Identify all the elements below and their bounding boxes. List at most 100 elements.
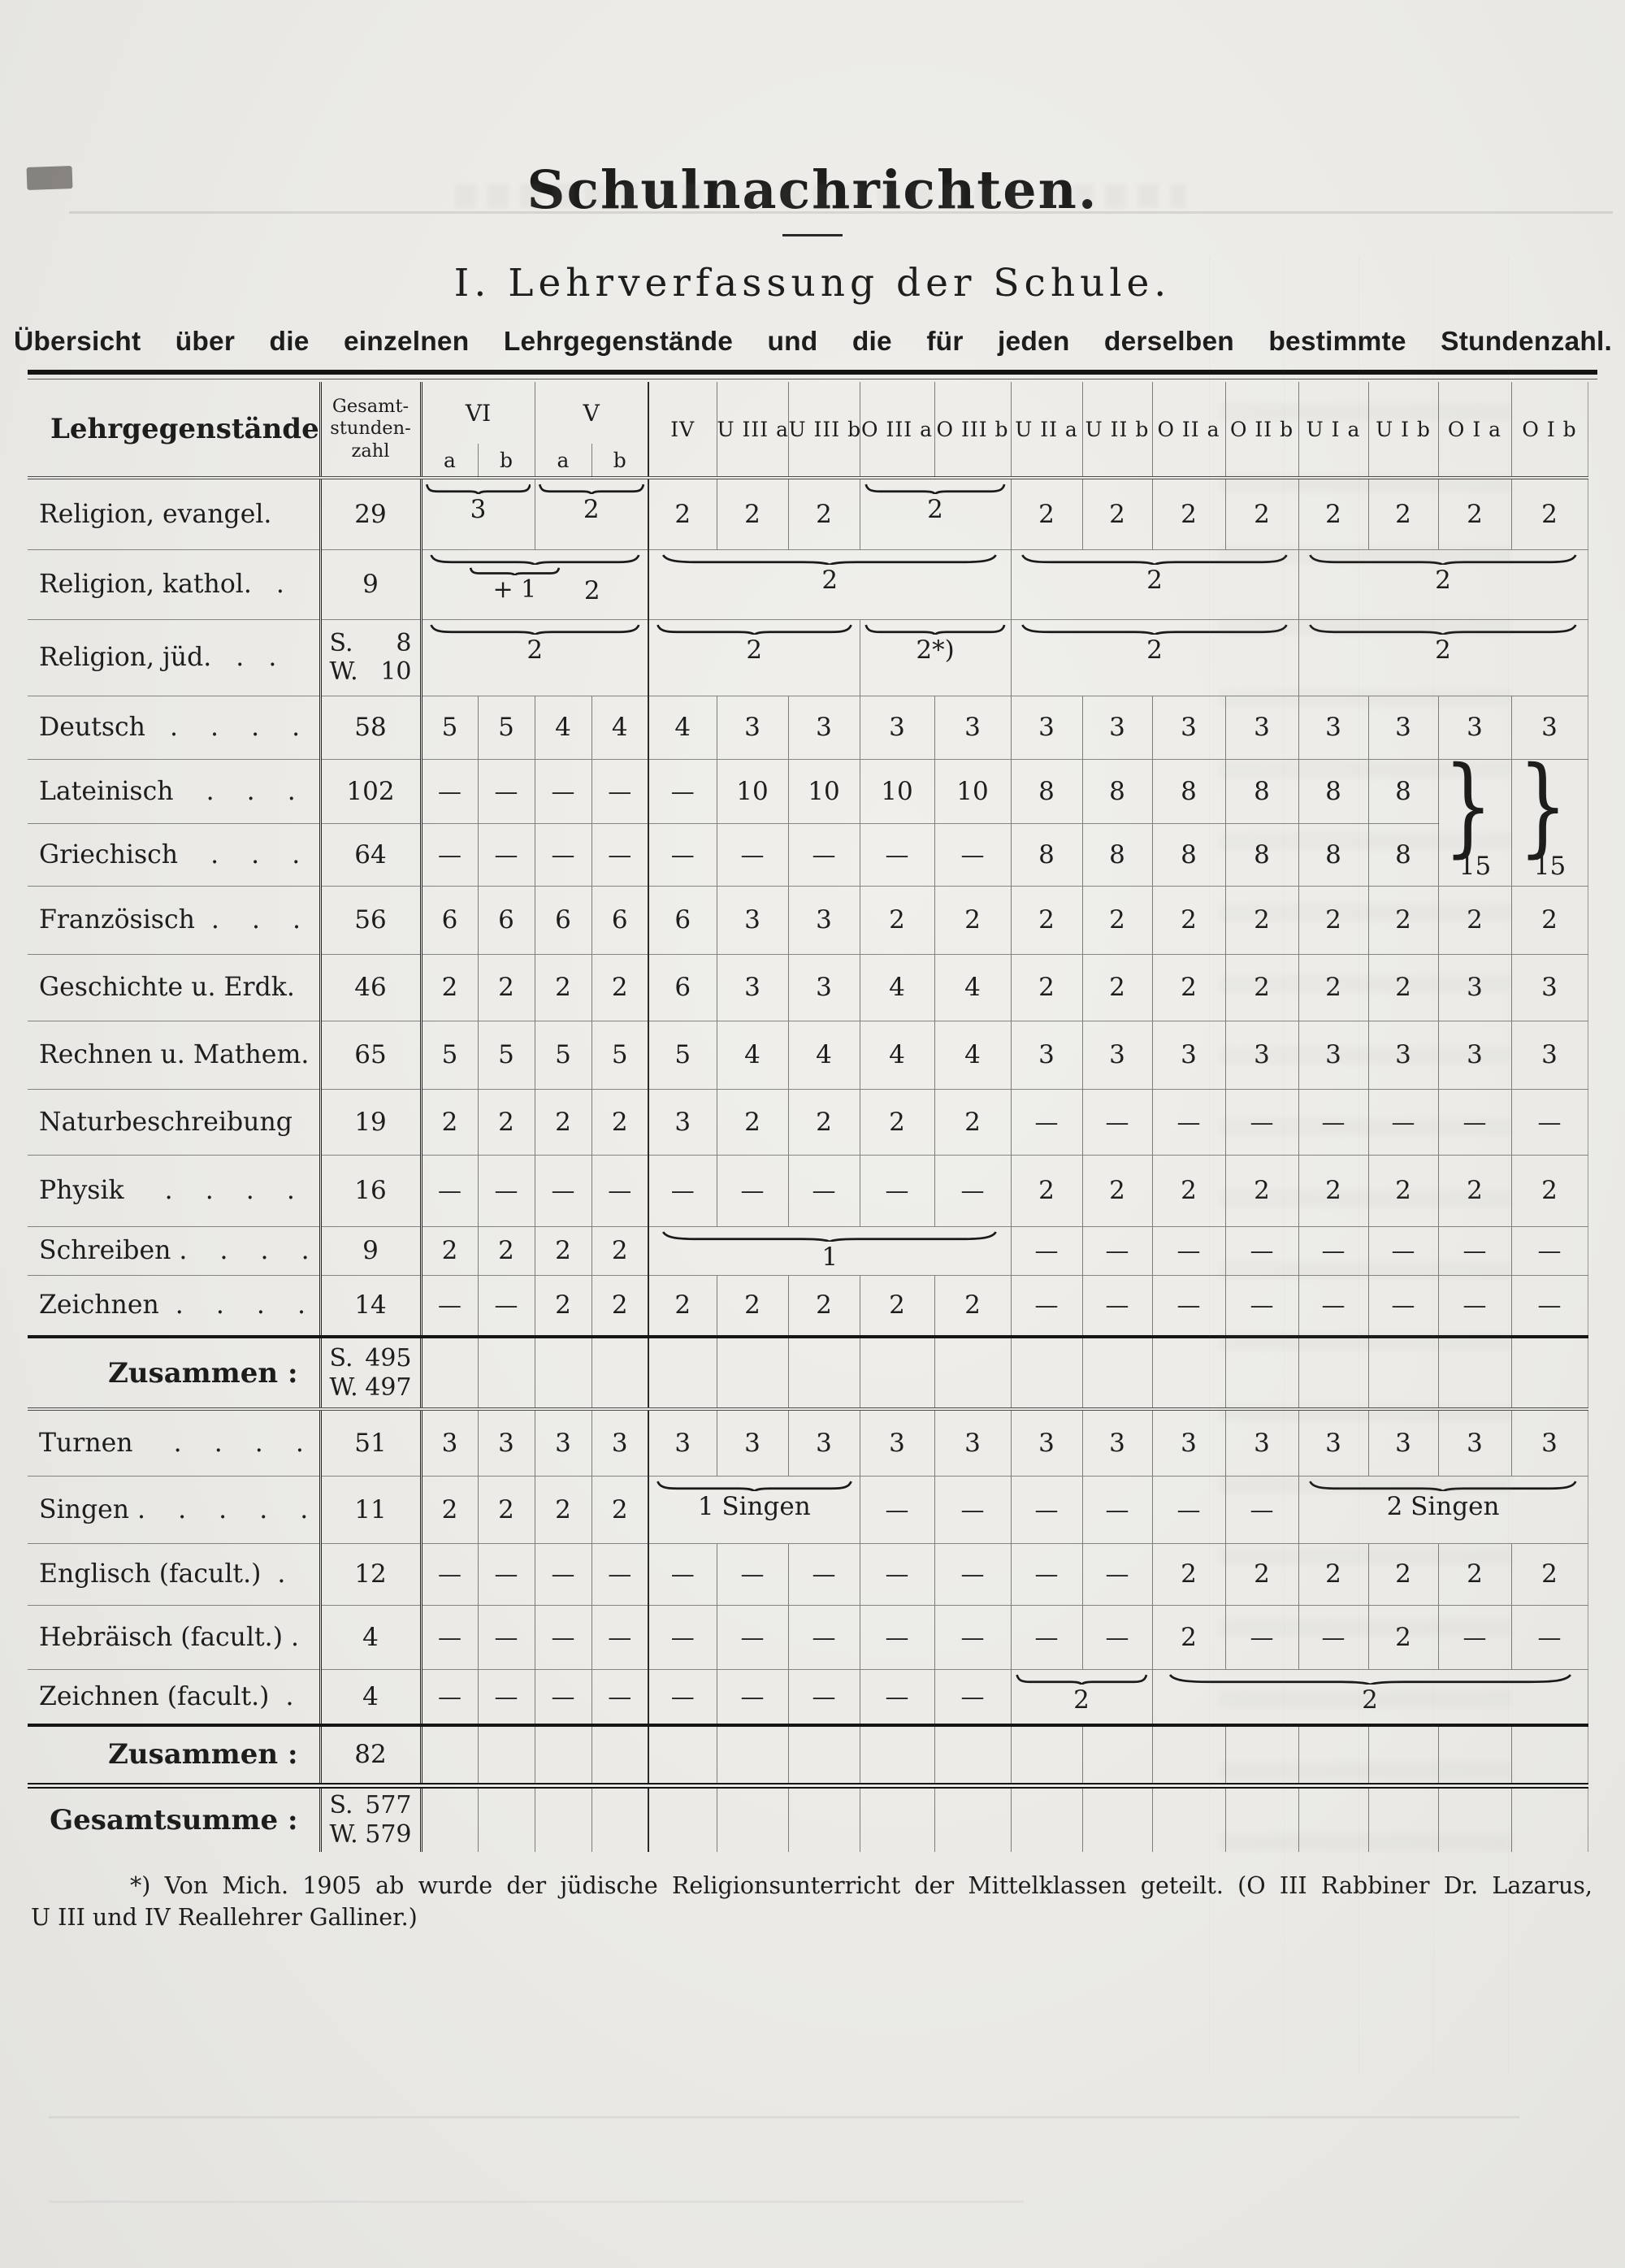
empty-cell — [1367, 1782, 1439, 1852]
empty-cell — [1510, 1335, 1588, 1409]
row-total: 4 — [318, 1668, 421, 1725]
header-class: U II a — [1010, 382, 1083, 478]
empty-cell — [477, 1724, 535, 1785]
empty-cell — [591, 1782, 649, 1852]
hours-cell: 3 — [1151, 695, 1226, 759]
hours-cell: 2 — [1510, 885, 1588, 954]
brace-group-cell: 2 — [1298, 618, 1588, 696]
empty-cell — [534, 1335, 592, 1409]
empty-cell — [534, 1782, 592, 1852]
hours-cell: 3 — [1298, 1407, 1369, 1476]
hours-cell: 8 — [1081, 758, 1153, 823]
hours-cell: — — [419, 1154, 478, 1226]
hours-cell: — — [591, 1604, 649, 1669]
hours-cell: 5 — [477, 1020, 535, 1089]
hours-cell: 10 — [859, 758, 935, 823]
hours-cell: — — [419, 758, 478, 823]
underbrace-icon — [1307, 554, 1579, 565]
empty-cell — [1010, 1782, 1083, 1852]
hours-cell: 8 — [1081, 822, 1153, 886]
hours-cell: 5 — [591, 1020, 649, 1089]
hours-cell: 2 — [1298, 953, 1369, 1021]
hours-cell: 2 — [477, 1225, 535, 1275]
hours-cell: 2 — [1151, 1604, 1226, 1669]
hours-cell: — — [1151, 1475, 1226, 1543]
hours-cell: 4 — [787, 1020, 860, 1089]
hours-cell: — — [1437, 1225, 1512, 1275]
underbrace-icon — [1020, 554, 1289, 565]
hours-cell: — — [1367, 1274, 1439, 1337]
hours-cell: — — [477, 1274, 535, 1337]
brace-group-cell: 2*) — [859, 618, 1012, 696]
hours-cell: 3 — [1437, 953, 1512, 1021]
hours-cell: 2 — [1010, 1154, 1083, 1226]
row-label: Hebräisch (facult.) . — [28, 1604, 320, 1669]
hours-cell: — — [934, 1604, 1012, 1669]
row-total: 51 — [318, 1407, 421, 1476]
hours-cell: 5 — [534, 1020, 592, 1089]
underbrace-icon — [1307, 624, 1579, 635]
hours-cell: — — [1010, 1088, 1083, 1155]
hours-cell: — — [1437, 1604, 1512, 1669]
table-top-rule — [28, 370, 1597, 379]
hours-cell: 2 — [648, 1274, 717, 1337]
brace-group-cell: 3 — [419, 476, 535, 549]
row-label: Physik . . . . — [28, 1154, 320, 1226]
hours-cell: 3 — [1010, 1407, 1083, 1476]
header-class: O I b — [1510, 382, 1588, 478]
table-row: Zeichnen (facult.) . 4— — — — — — — — —2 2 — [28, 1668, 1588, 1725]
hours-cell: 3 — [1510, 1020, 1588, 1089]
hours-cell: 3 — [787, 695, 860, 759]
hours-cell: 2 — [859, 1088, 935, 1155]
hours-cell: 3 — [859, 1407, 935, 1476]
header-class-group: VI — [419, 382, 535, 444]
row-label: Schreiben . . . . — [28, 1225, 320, 1275]
hours-cell: — — [591, 1542, 649, 1605]
table-row: Zusammen : S. 495 W. 497 — [28, 1335, 1588, 1409]
empty-cell — [1151, 1724, 1226, 1785]
empty-cell — [591, 1724, 649, 1785]
hours-cell: — — [1151, 1088, 1226, 1155]
hours-cell: 2 — [1151, 953, 1226, 1021]
hours-cell: — — [934, 1154, 1012, 1226]
hours-cell: — — [1010, 1274, 1083, 1337]
hours-cell: — — [1437, 1088, 1512, 1155]
table-row: Englisch (facult.) . 12— — — — — — — — — — —2 2 2 2 2 2 — [28, 1542, 1588, 1605]
hours-cell: 3 — [1510, 1407, 1588, 1476]
hours-cell: 2 — [534, 1274, 592, 1337]
hours-cell: 3 — [1298, 1020, 1369, 1089]
hours-cell: — — [1367, 1088, 1439, 1155]
hours-cell: — — [419, 1542, 478, 1605]
section-heading: I. Lehrverfassung der Schule. — [453, 261, 1172, 306]
header-class-group: V — [534, 382, 649, 444]
timetable: Lehrgegenstände Gesamt-stunden-zahl VI V IV U… — [28, 382, 1588, 1852]
table-row: Singen . . . . . 11 2 2 2 2 1 Singen — — — — — —2 Si… — [28, 1475, 1588, 1543]
hours-cell: 2 — [1298, 1154, 1369, 1226]
table-row: Religion, evangel. 29 3 2 2 2 2 2 2 2 2 2 2 2 2 2 — [28, 476, 1588, 549]
header-class: O II b — [1224, 382, 1299, 478]
hours-cell: 3 — [1367, 1407, 1439, 1476]
underbrace-icon — [660, 554, 999, 565]
underbrace-icon — [656, 1481, 853, 1491]
empty-cell — [787, 1782, 860, 1852]
underbrace-icon — [429, 554, 641, 565]
row-total: 4 — [318, 1604, 421, 1669]
row-label: Religion, evangel. — [28, 476, 320, 549]
hours-cell: 2 — [1510, 1542, 1588, 1605]
hours-cell: — — [1510, 1274, 1588, 1337]
combined-hours-cell: }15 — [1510, 753, 1588, 886]
hours-cell: — — [859, 1604, 935, 1669]
row-label: Religion, kathol. . — [28, 549, 320, 619]
hours-cell: 2 — [1367, 1604, 1439, 1669]
hours-cell: — — [1081, 1475, 1153, 1543]
hours-cell: 2 — [1224, 1154, 1299, 1226]
hours-cell: 2 — [1081, 1154, 1153, 1226]
hours-cell: — — [1224, 1274, 1299, 1337]
combined-hours-cell: }15 — [1437, 753, 1512, 886]
hours-cell: 3 — [787, 1407, 860, 1476]
hours-cell: 2 — [716, 1274, 789, 1337]
hours-cell: 3 — [787, 885, 860, 954]
empty-cell — [477, 1782, 535, 1852]
hours-cell: 2 — [1298, 885, 1369, 954]
hours-cell: 2 — [1151, 1154, 1226, 1226]
